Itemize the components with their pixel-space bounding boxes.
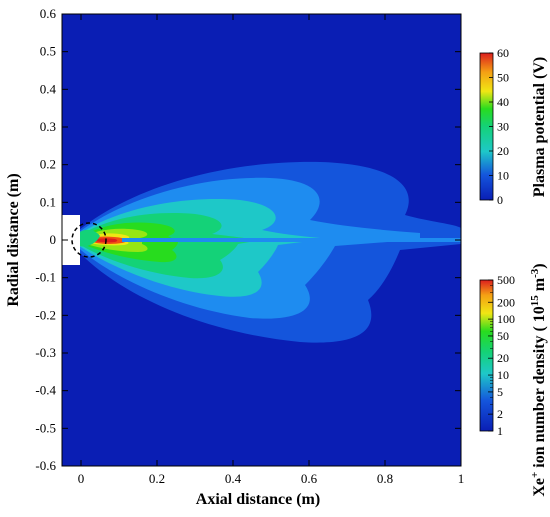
y-tick-label: -0.1 xyxy=(35,270,56,285)
y-tick-label: 0.4 xyxy=(40,81,57,96)
cb-bottom-tick-label: 1 xyxy=(497,424,503,438)
y-tick-label: 0.3 xyxy=(40,119,56,134)
cb-title-mid: ion number density ( 10 xyxy=(531,306,548,472)
cb-title-sup-m3: -3 xyxy=(529,268,541,278)
x-tick-label: 1 xyxy=(458,471,465,486)
y-tick-label: -0.5 xyxy=(35,420,56,435)
x-axis-ticks: 0 0.2 0.4 0.6 0.8 1 xyxy=(78,14,465,486)
x-tick-label: 0.2 xyxy=(149,471,165,486)
cb-top-tick-label: 0 xyxy=(497,193,503,207)
cb-title-xe: Xe xyxy=(531,478,548,497)
x-tick-label: 0 xyxy=(78,471,85,486)
contour-plume xyxy=(70,161,461,343)
cb-top-tick-label: 50 xyxy=(497,71,509,85)
colorbar-ion-density-title: Xe+ ion number density ( 1015 m-3) xyxy=(529,263,548,496)
cb-bottom-tick-label: 20 xyxy=(497,351,509,365)
y-tick-label: -0.6 xyxy=(35,458,56,473)
cb-bottom-tick-label: 5 xyxy=(497,385,503,399)
y-tick-label: 0.2 xyxy=(40,157,56,172)
cb-top-tick-label: 30 xyxy=(497,120,509,134)
colorbar-ion-density-ticks: 1 2 5 10 20 50 100 200 500 xyxy=(488,273,515,438)
cb-bottom-tick-label: 500 xyxy=(497,273,515,287)
colorbar-plasma-potential-ticks: 0 10 20 30 40 50 60 xyxy=(489,46,509,207)
colorbar-plasma-potential: 0 10 20 30 40 50 60 Plasma potential (V) xyxy=(479,46,548,207)
cb-title-sup-plus: + xyxy=(529,472,541,478)
near-field-lobe xyxy=(80,229,100,247)
cb-bottom-tick-label: 2 xyxy=(497,407,503,421)
y-axis-ticks: 0.6 0.5 0.4 0.3 0.2 0.1 0 -0.1 -0.2 -0.3 -0.4 -0.5 -… xyxy=(35,6,461,473)
colorbar-plasma-potential-title: Plasma potential (V) xyxy=(531,57,548,197)
cb-bottom-tick-label: 10 xyxy=(497,368,509,382)
cb-bottom-tick-label: 200 xyxy=(497,295,515,309)
y-tick-label: -0.3 xyxy=(35,345,56,360)
cb-title-sup-15: 15 xyxy=(529,295,541,307)
x-tick-label: 0.8 xyxy=(377,471,393,486)
cb-bottom-tick-label: 50 xyxy=(497,329,509,343)
y-axis-title: Radial distance (m) xyxy=(5,173,22,306)
y-tick-label: -0.2 xyxy=(35,307,56,322)
x-tick-label: 0.4 xyxy=(225,471,242,486)
cb-bottom-tick-label: 100 xyxy=(497,312,515,326)
cb-top-tick-label: 20 xyxy=(497,144,509,158)
y-tick-label: 0.5 xyxy=(40,44,56,59)
y-tick-label: 0.1 xyxy=(40,194,56,209)
cb-top-tick-label: 40 xyxy=(497,95,509,109)
y-tick-label: 0.6 xyxy=(40,6,57,21)
x-axis-title: Axial distance (m) xyxy=(196,491,320,508)
y-tick-label: -0.4 xyxy=(35,383,56,398)
colorbar-ion-density: 1 2 5 10 20 50 100 200 500 Xe+ ion number densit… xyxy=(479,263,548,497)
cb-title-end: ) xyxy=(531,263,548,268)
cb-top-tick-label: 60 xyxy=(497,46,509,60)
thruster-body xyxy=(62,215,80,265)
x-tick-label: 0.6 xyxy=(301,471,318,486)
centerline-plume-tail xyxy=(122,238,461,242)
cb-top-tick-label: 10 xyxy=(497,169,509,183)
colorbar-ion-density-bar xyxy=(479,279,494,432)
cb-title-mid2: m xyxy=(531,277,548,295)
near-field-highlight-circle xyxy=(71,222,107,258)
y-tick-label: 0 xyxy=(50,232,57,247)
